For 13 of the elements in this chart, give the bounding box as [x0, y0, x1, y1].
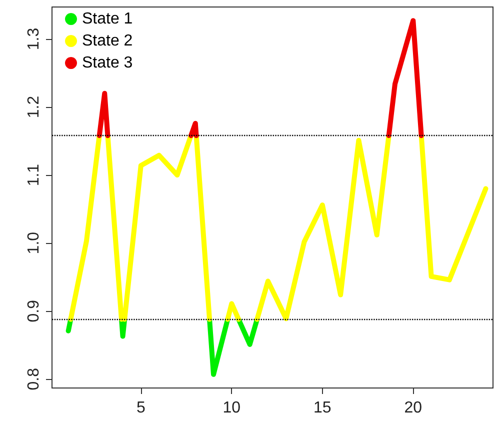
x-tick-label: 5	[136, 400, 146, 416]
x-tick-label: 20	[404, 400, 422, 416]
legend-label: State 2	[82, 32, 133, 50]
y-tick-label: 1.2	[26, 96, 42, 118]
legend-label: State 1	[82, 10, 133, 28]
y-tick-label: 1.3	[26, 28, 42, 50]
x-tick-label: 10	[222, 400, 241, 416]
x-tick-label: 15	[314, 400, 332, 416]
y-tick-label: 1.1	[26, 164, 42, 186]
y-tick-label: 0.8	[26, 368, 42, 390]
y-tick-label: 1.0	[26, 232, 42, 254]
y-tick-label: 0.9	[26, 300, 42, 322]
legend-label: State 3	[82, 54, 133, 72]
